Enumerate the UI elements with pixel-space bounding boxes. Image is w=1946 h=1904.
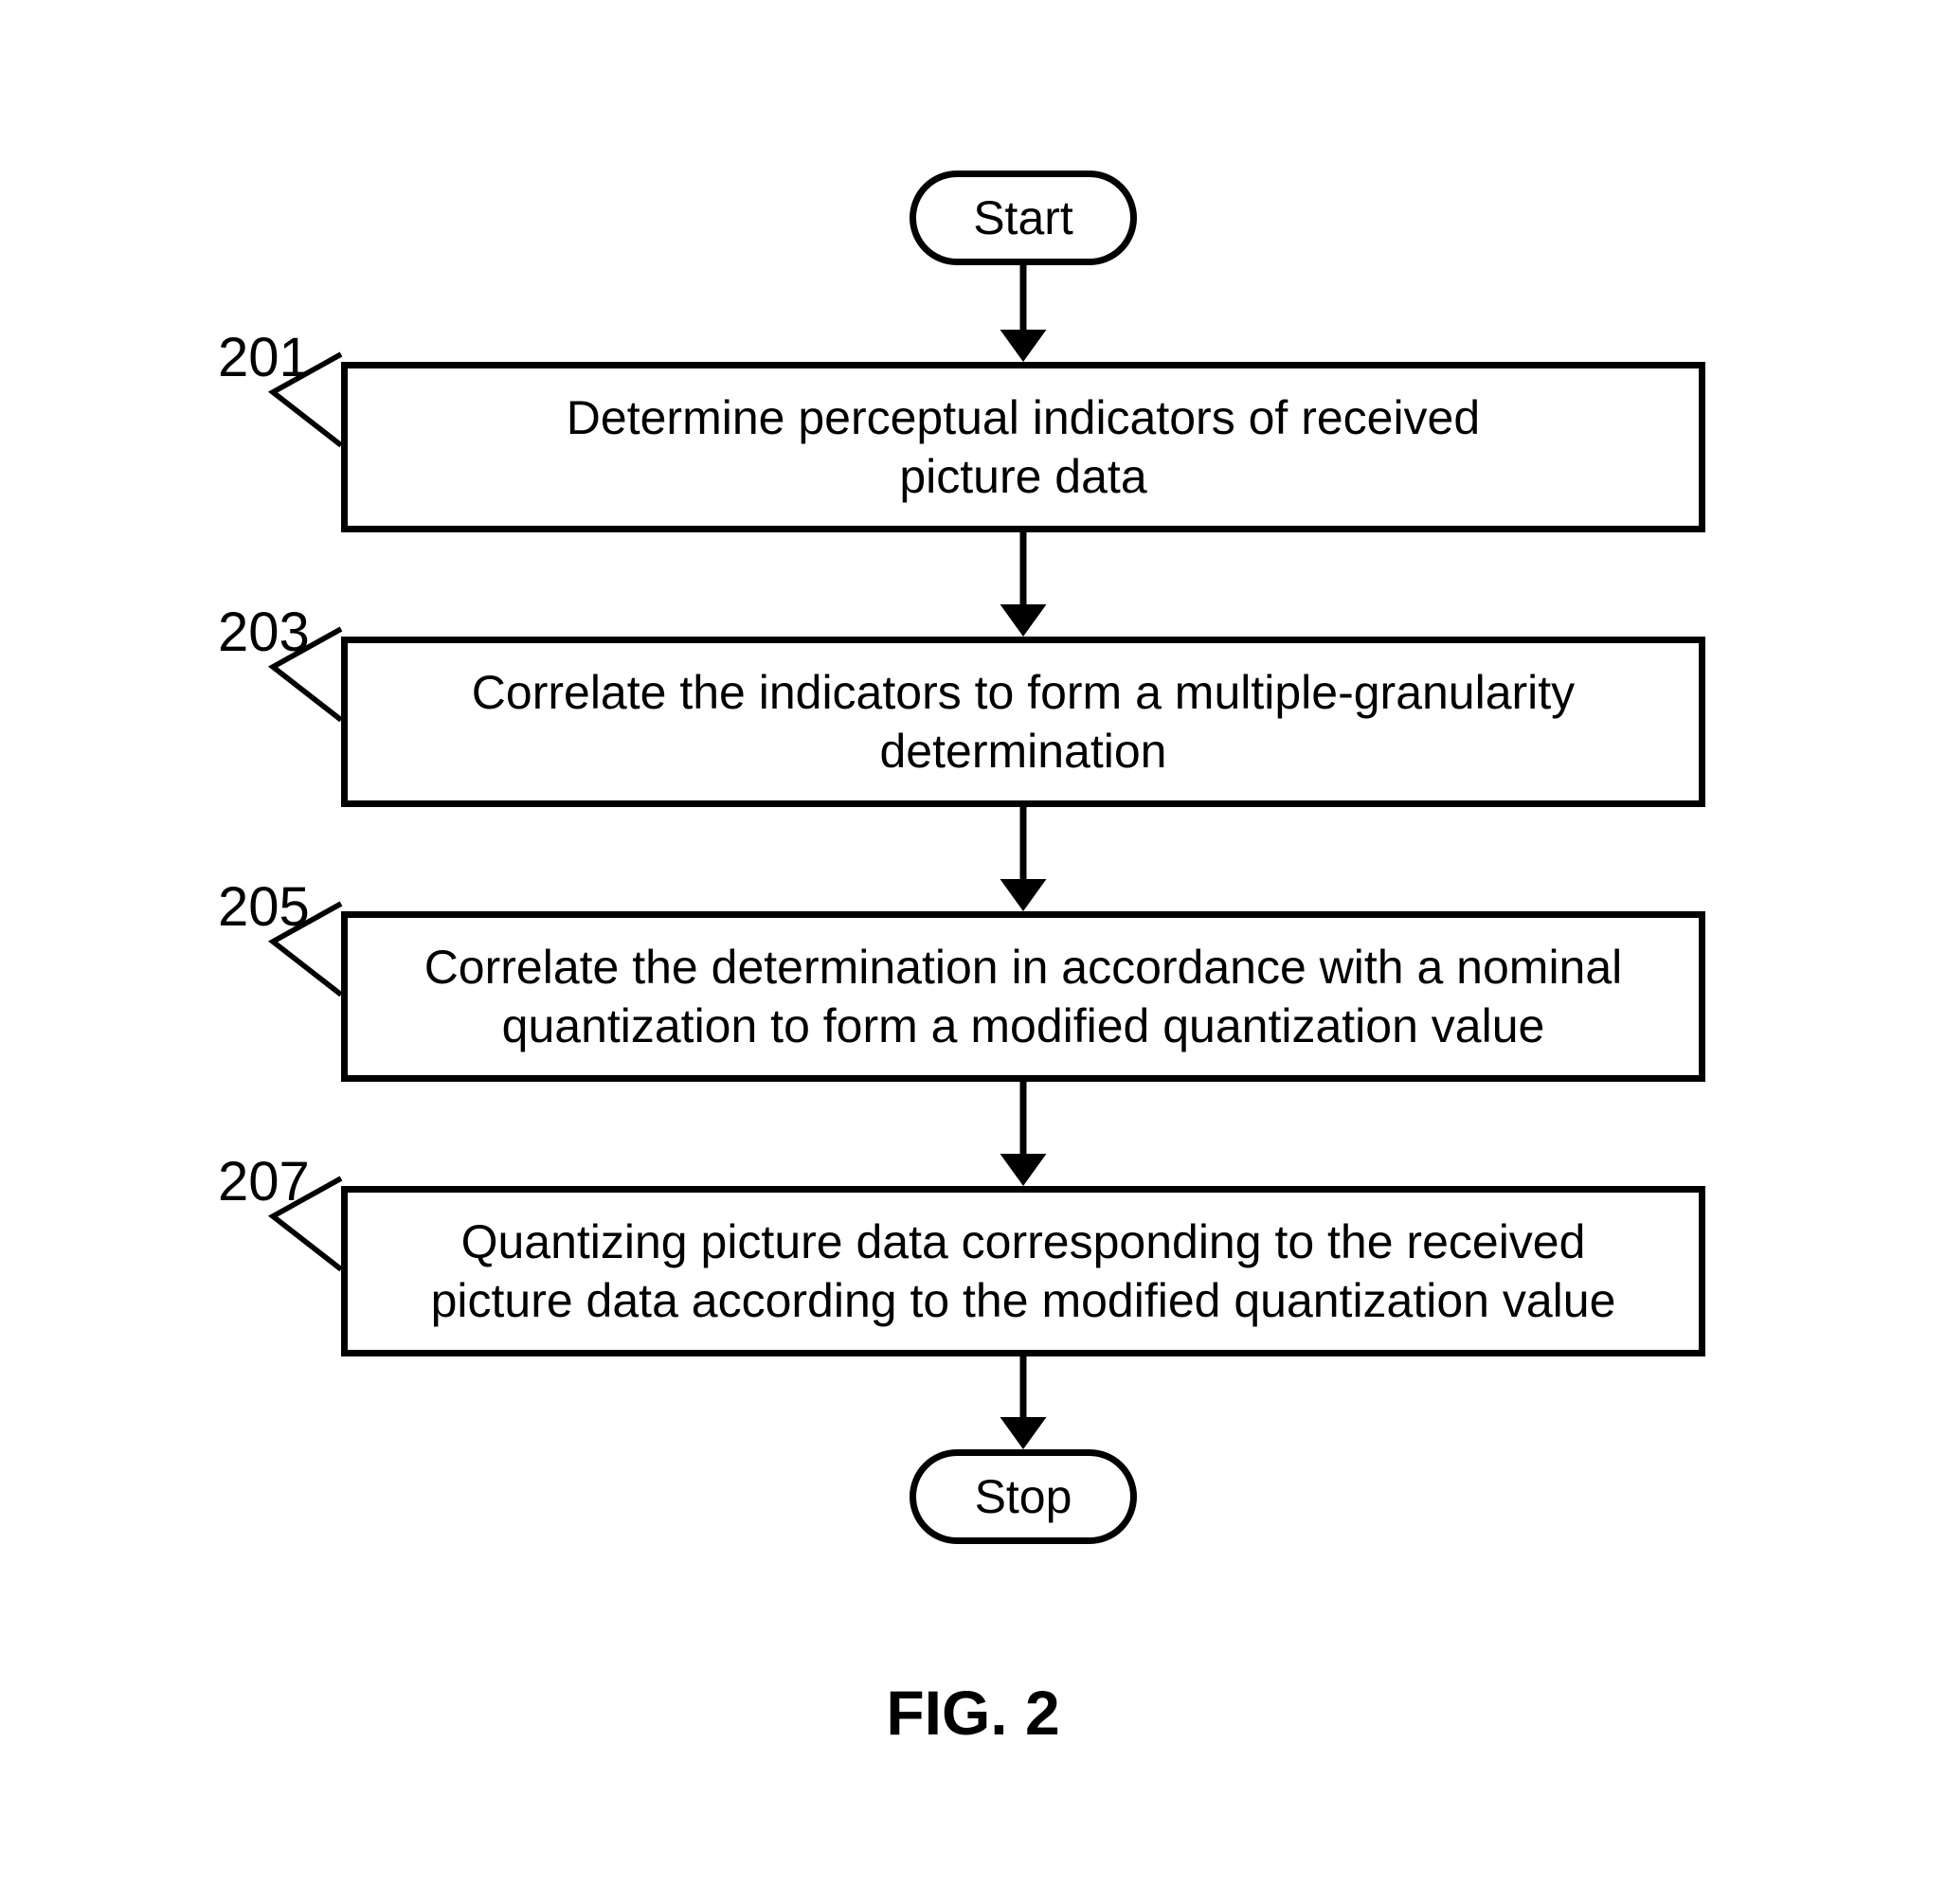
process-step-207-text: Quantizing picture data corresponding to…	[431, 1212, 1616, 1331]
terminator-stop: Stop	[910, 1449, 1137, 1544]
terminator-start-label: Start	[973, 190, 1073, 245]
ref-label-203: 203	[218, 601, 310, 664]
ref-label-205: 205	[218, 875, 310, 939]
terminator-start: Start	[910, 171, 1137, 265]
figure-caption: FIG. 2	[0, 1677, 1946, 1749]
process-step-205: Correlate the determination in accordanc…	[341, 911, 1705, 1082]
process-step-205-text: Correlate the determination in accordanc…	[424, 938, 1623, 1056]
ref-label-207: 207	[218, 1150, 310, 1213]
ref-label-201: 201	[218, 326, 310, 389]
terminator-stop-label: Stop	[975, 1469, 1072, 1524]
process-step-203-text: Correlate the indicators to form a multi…	[472, 663, 1575, 781]
process-step-203: Correlate the indicators to form a multi…	[341, 637, 1705, 807]
process-step-207: Quantizing picture data corresponding to…	[341, 1186, 1705, 1356]
process-step-201: Determine perceptual indicators of recei…	[341, 362, 1705, 532]
process-step-201-text: Determine perceptual indicators of recei…	[567, 388, 1480, 507]
flowchart-canvas: Start Determine perceptual indicators of…	[0, 0, 1946, 1904]
